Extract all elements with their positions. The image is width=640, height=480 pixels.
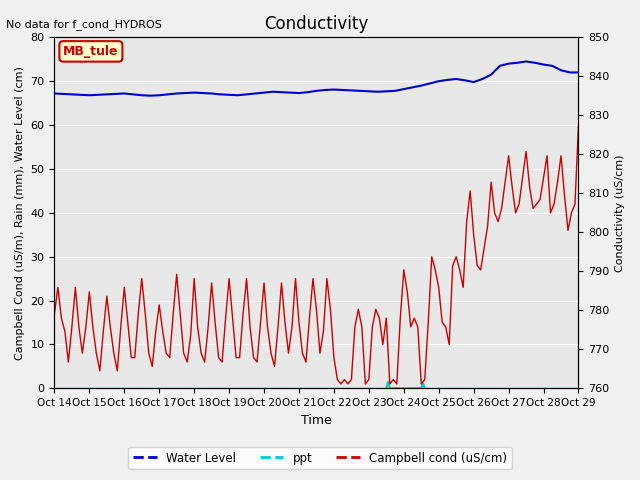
Legend: Water Level, ppt, Campbell cond (uS/cm): Water Level, ppt, Campbell cond (uS/cm) bbox=[128, 447, 512, 469]
Campbell cond (uS/cm) bbox=[306, 315, 314, 321]
Title: Conductivity: Conductivity bbox=[264, 15, 369, 33]
ppt bbox=[383, 385, 390, 391]
Water Level bbox=[243, 92, 250, 97]
ppt bbox=[386, 385, 394, 391]
ppt bbox=[419, 380, 427, 386]
ppt bbox=[384, 379, 392, 384]
X-axis label: Time: Time bbox=[301, 414, 332, 427]
Campbell cond (uS/cm) bbox=[421, 377, 429, 383]
Campbell cond (uS/cm) bbox=[337, 381, 345, 387]
Campbell cond (uS/cm) bbox=[236, 355, 243, 360]
Water Level bbox=[51, 91, 58, 96]
Campbell cond (uS/cm) bbox=[575, 122, 582, 128]
Water Level bbox=[575, 70, 582, 75]
Water Level bbox=[164, 92, 172, 97]
Line: ppt: ppt bbox=[387, 382, 425, 388]
Campbell cond (uS/cm) bbox=[372, 306, 380, 312]
Campbell cond (uS/cm) bbox=[51, 311, 58, 317]
Water Level bbox=[182, 90, 189, 96]
Water Level bbox=[374, 89, 381, 95]
Text: No data for f_cond_HYDROS: No data for f_cond_HYDROS bbox=[6, 19, 163, 30]
ppt bbox=[421, 385, 429, 391]
Water Level bbox=[339, 87, 346, 93]
Line: Campbell cond (uS/cm): Campbell cond (uS/cm) bbox=[54, 125, 579, 384]
Water Level bbox=[513, 60, 521, 66]
Text: MB_tule: MB_tule bbox=[63, 45, 118, 58]
Water Level bbox=[522, 59, 530, 64]
Campbell cond (uS/cm) bbox=[386, 381, 394, 387]
Campbell cond (uS/cm) bbox=[568, 210, 575, 216]
Y-axis label: Conductivity (uS/cm): Conductivity (uS/cm) bbox=[615, 154, 625, 272]
Water Level bbox=[147, 93, 154, 98]
Line: Water Level: Water Level bbox=[54, 61, 579, 96]
ppt bbox=[417, 385, 425, 391]
Y-axis label: Campbell Cond (uS/m), Rain (mm), Water Level (cm): Campbell Cond (uS/m), Rain (mm), Water L… bbox=[15, 66, 25, 360]
